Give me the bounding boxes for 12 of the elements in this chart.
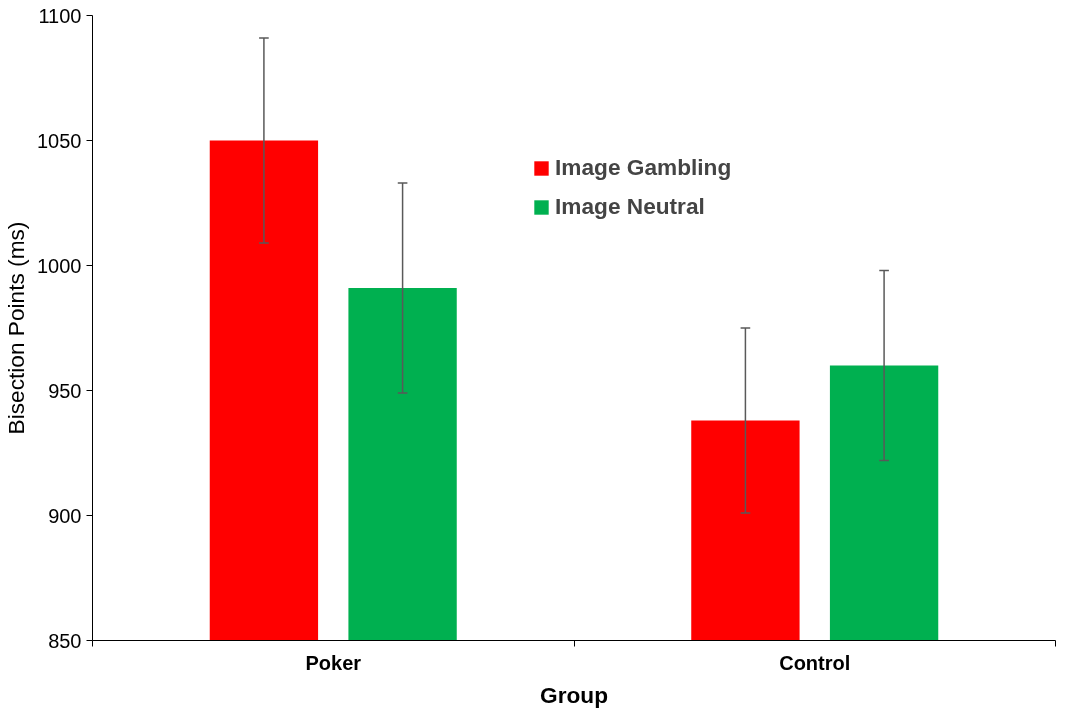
x-tick-label: Control bbox=[779, 651, 851, 674]
y-tick-label: 850 bbox=[48, 629, 82, 652]
legend-label: Image Neutral bbox=[555, 193, 705, 220]
x-tick-label: Poker bbox=[305, 651, 362, 674]
y-tick-label: 900 bbox=[48, 504, 82, 527]
y-tick-label: 1050 bbox=[37, 129, 82, 152]
x-axis-title: Group bbox=[540, 681, 608, 708]
y-tick-label: 1000 bbox=[37, 254, 82, 277]
y-tick-label: 950 bbox=[48, 379, 82, 402]
y-tick-label: 1100 bbox=[38, 4, 82, 27]
legend-label: Image Gambling bbox=[555, 154, 732, 181]
y-axis-title: Bisection Points (ms) bbox=[3, 221, 30, 435]
